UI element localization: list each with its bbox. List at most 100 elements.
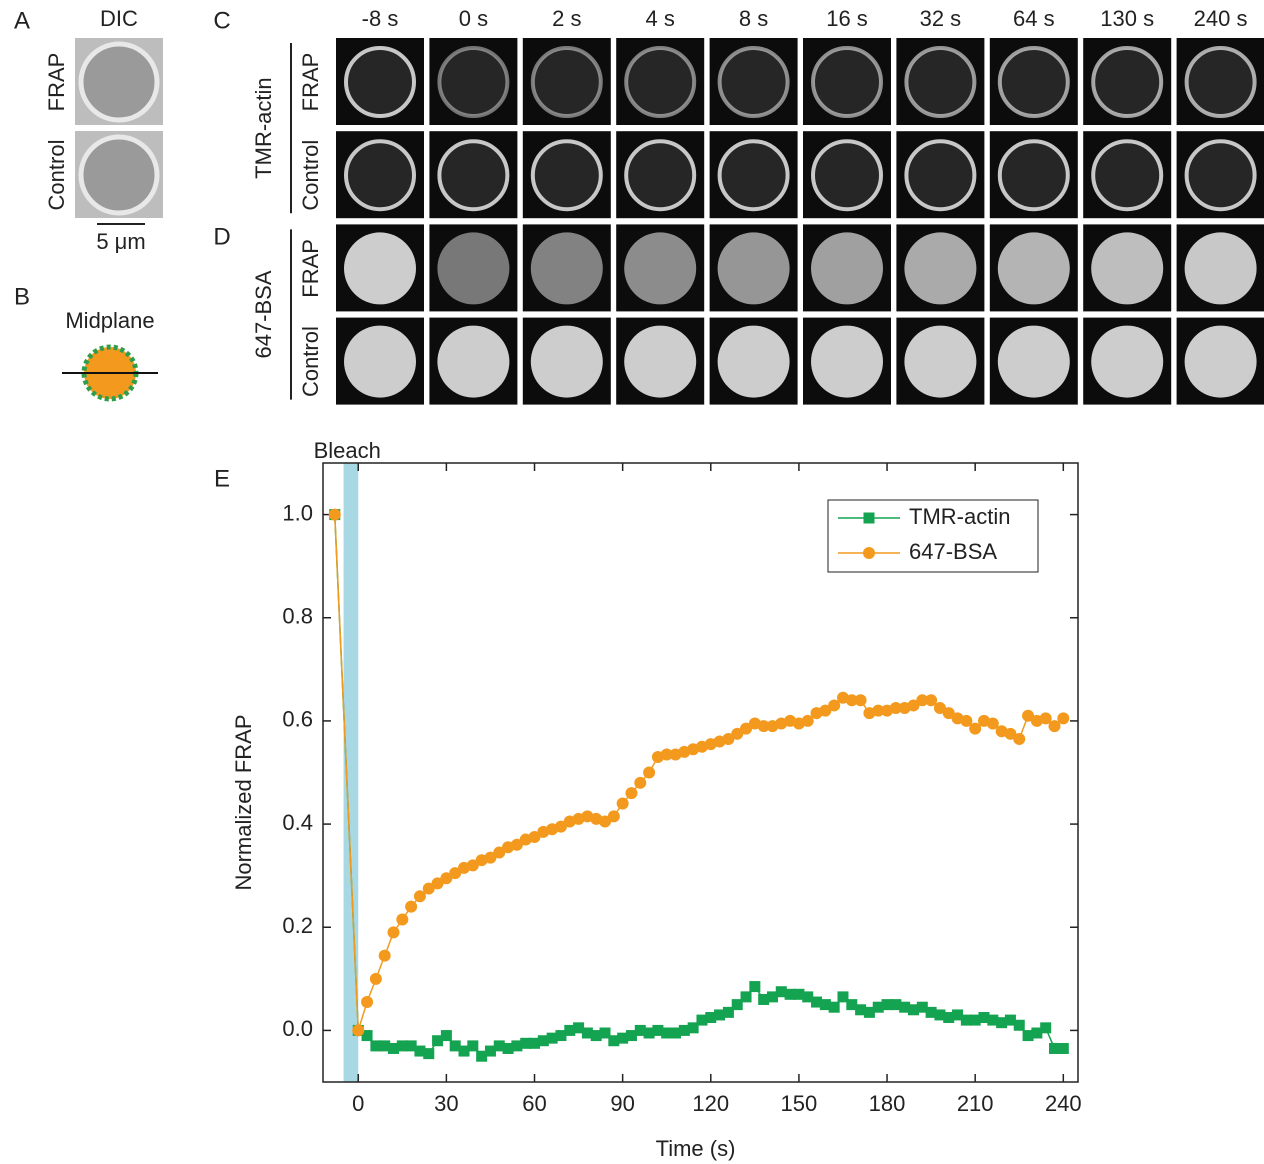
x-tick-label: 30	[434, 1091, 458, 1116]
cell-cortex	[904, 46, 977, 118]
cell-body	[530, 325, 603, 398]
point	[978, 1012, 990, 1024]
point	[652, 1024, 664, 1036]
cell-body	[717, 232, 790, 305]
point	[528, 830, 541, 843]
point	[1039, 712, 1052, 725]
point	[661, 1027, 673, 1039]
point	[476, 1050, 488, 1062]
point	[678, 1024, 690, 1036]
cell-cortex	[1184, 46, 1257, 118]
point	[466, 859, 479, 872]
cell-body	[811, 325, 883, 398]
frap-chart: Bleach 0 30 60 90 120 150 180 210 240 0.0 0.2 0.4 0.6…	[231, 438, 1082, 1161]
group-label: TMR-actin	[251, 77, 276, 178]
legend-marker	[863, 512, 875, 524]
point	[899, 1001, 911, 1013]
x-tick-label: 90	[610, 1091, 634, 1116]
cell-cortex	[811, 46, 883, 118]
plot-frame	[322, 462, 1079, 1083]
point	[731, 999, 743, 1011]
point	[960, 714, 973, 727]
point	[352, 1024, 365, 1037]
cell-body	[1091, 232, 1164, 305]
y-tick-label: 0.2	[282, 913, 313, 938]
point	[510, 838, 523, 851]
time-label: 8 s	[739, 6, 768, 31]
point	[484, 1045, 496, 1057]
x-tick-label: 240	[1045, 1091, 1082, 1116]
point	[1057, 1042, 1069, 1054]
point	[793, 988, 805, 1000]
cell-cortex	[904, 139, 977, 212]
group-label: 647-BSA	[251, 270, 276, 358]
cell-body	[624, 232, 697, 305]
point	[1048, 720, 1061, 733]
dic-title: DIC	[100, 6, 138, 31]
point	[854, 694, 867, 707]
point	[819, 704, 832, 717]
legend-marker	[863, 547, 875, 559]
series-line	[334, 514, 1064, 1058]
point	[952, 1009, 964, 1021]
point	[740, 722, 753, 735]
point	[361, 1030, 373, 1042]
point	[625, 787, 638, 800]
point	[554, 820, 567, 833]
y-axis-label: Normalized FRAP	[231, 714, 256, 890]
cell-cortex	[344, 46, 416, 118]
cell	[78, 41, 160, 123]
cell-body	[344, 232, 416, 305]
cell-cortex	[1184, 139, 1257, 212]
time-label: 32 s	[920, 6, 962, 31]
point	[837, 991, 849, 1003]
point	[855, 1004, 867, 1016]
point	[1013, 1019, 1025, 1031]
point	[969, 1014, 981, 1026]
cell-body	[997, 325, 1070, 398]
point	[687, 1022, 699, 1034]
point	[502, 1042, 514, 1054]
x-tick-label: 60	[522, 1091, 546, 1116]
point	[705, 1012, 717, 1024]
point	[449, 867, 462, 880]
point	[590, 1030, 602, 1042]
point	[484, 851, 497, 864]
point	[872, 1001, 884, 1013]
time-label: -8 s	[362, 6, 399, 31]
cell-cortex	[437, 139, 510, 212]
point	[634, 776, 647, 789]
point	[722, 732, 735, 745]
point	[361, 996, 374, 1009]
point	[449, 1040, 461, 1052]
cell-body	[717, 325, 790, 398]
cell-body	[997, 232, 1070, 305]
point	[387, 926, 400, 939]
point	[396, 1040, 408, 1052]
point	[573, 1022, 585, 1034]
point	[440, 1030, 452, 1042]
point	[872, 704, 885, 717]
midplane-title: Midplane	[65, 308, 154, 333]
point	[916, 1001, 928, 1013]
point	[546, 1032, 558, 1044]
point	[413, 890, 426, 903]
time-label: 2 s	[552, 6, 581, 31]
point	[996, 1017, 1008, 1029]
point	[405, 1040, 417, 1052]
panel-label: C	[213, 7, 230, 34]
point	[943, 1012, 955, 1024]
point	[423, 1048, 435, 1060]
cell-cortex	[344, 139, 416, 212]
legend-label: TMR-actin	[909, 504, 1010, 529]
cell-body	[904, 325, 977, 398]
cell-cortex	[437, 46, 510, 118]
row-label: FRAP	[44, 53, 69, 112]
point	[890, 999, 902, 1011]
point	[388, 1042, 400, 1054]
cell-body	[530, 232, 603, 305]
cell-cortex	[997, 46, 1070, 118]
point	[757, 720, 770, 733]
point	[634, 1024, 646, 1036]
